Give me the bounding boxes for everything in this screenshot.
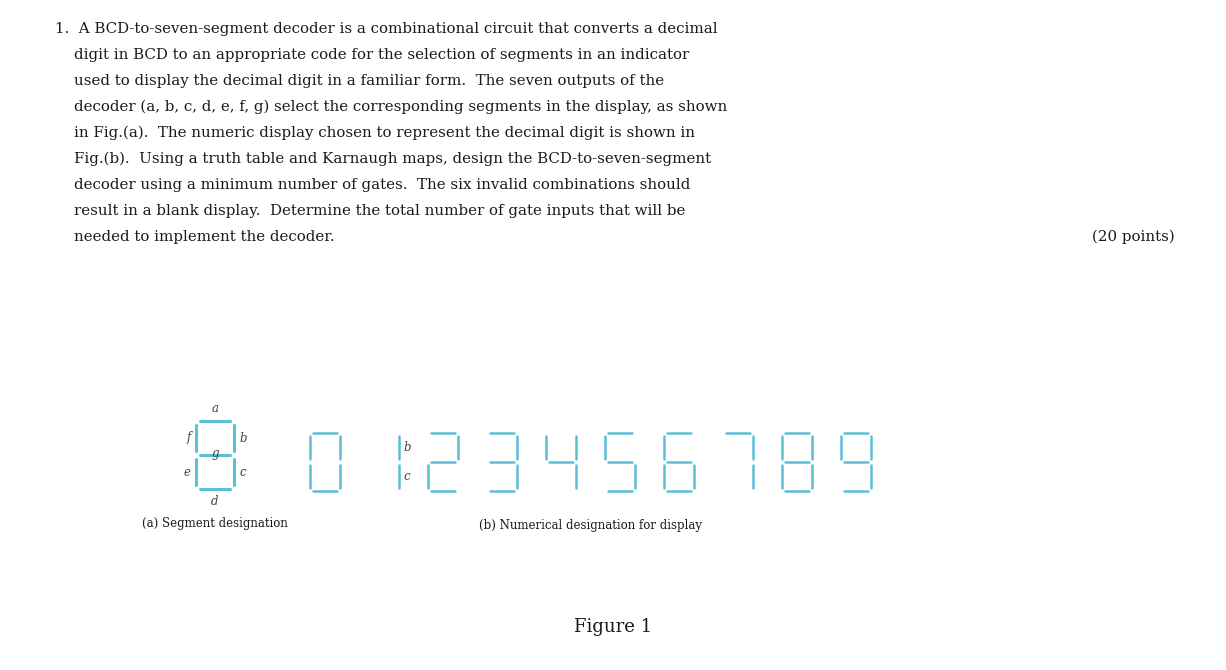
Text: (a) Segment designation: (a) Segment designation xyxy=(142,517,288,530)
Text: decoder using a minimum number of gates.  The six invalid combinations should: decoder using a minimum number of gates.… xyxy=(55,178,690,192)
Text: used to display the decimal digit in a familiar form.  The seven outputs of the: used to display the decimal digit in a f… xyxy=(55,74,664,88)
Text: b: b xyxy=(239,431,246,444)
Text: f: f xyxy=(186,431,191,444)
Text: g: g xyxy=(211,446,218,460)
Text: Figure 1: Figure 1 xyxy=(574,618,652,636)
Text: b: b xyxy=(403,441,411,454)
Text: c: c xyxy=(239,466,245,478)
Text: (20 points): (20 points) xyxy=(1092,230,1175,245)
Text: needed to implement the decoder.: needed to implement the decoder. xyxy=(55,230,335,244)
Text: decoder (a, b, c, d, e, f, g) select the corresponding segments in the display, : decoder (a, b, c, d, e, f, g) select the… xyxy=(55,100,727,115)
Text: d: d xyxy=(211,495,218,508)
Text: e: e xyxy=(184,466,191,478)
Text: Fig.(b).  Using a truth table and Karnaugh maps, design the BCD-to-seven-segment: Fig.(b). Using a truth table and Karnaug… xyxy=(55,152,711,166)
Text: digit in BCD to an appropriate code for the selection of segments in an indicato: digit in BCD to an appropriate code for … xyxy=(55,48,689,62)
Text: 1.  A BCD-to-seven-segment decoder is a combinational circuit that converts a de: 1. A BCD-to-seven-segment decoder is a c… xyxy=(55,22,717,36)
Text: in Fig.(a).  The numeric display chosen to represent the decimal digit is shown : in Fig.(a). The numeric display chosen t… xyxy=(55,126,695,141)
Text: c: c xyxy=(403,470,409,483)
Text: (b) Numerical designation for display: (b) Numerical designation for display xyxy=(479,519,702,532)
Text: result in a blank display.  Determine the total number of gate inputs that will : result in a blank display. Determine the… xyxy=(55,204,685,218)
Text: a: a xyxy=(212,402,218,415)
